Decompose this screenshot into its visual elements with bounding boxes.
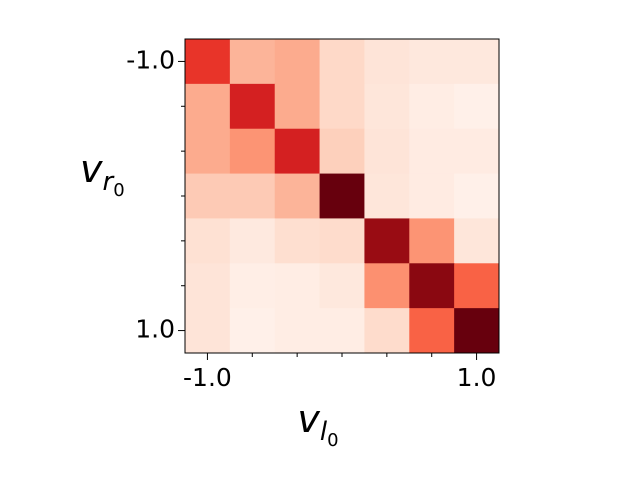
- heatmap-cell: [229, 308, 276, 354]
- heatmap-cell: [319, 128, 365, 175]
- heatmap-cell: [454, 128, 500, 175]
- heatmap-cell: [274, 173, 321, 219]
- heatmap-cell: [364, 173, 410, 219]
- heatmap-cell: [409, 263, 455, 309]
- heatmap-cell: [185, 83, 231, 130]
- heatmap-cell: [274, 83, 321, 130]
- heatmap-cell: [454, 39, 500, 85]
- heatmap-cell: [319, 218, 365, 264]
- heatmap-cell: [319, 308, 365, 354]
- heatmap-cell: [409, 128, 455, 175]
- heatmap-cell: [229, 263, 276, 309]
- heatmap-cell: [185, 218, 231, 264]
- heatmap-cell: [319, 173, 365, 219]
- heatmap-cell: [185, 128, 231, 175]
- heatmap-cell: [274, 39, 321, 85]
- heatmap-cell: [229, 218, 276, 264]
- heatmap-cell: [319, 39, 365, 85]
- heatmap-cell: [364, 308, 410, 354]
- heatmap-cell: [454, 263, 500, 309]
- heatmap-cell: [409, 39, 455, 85]
- heatmap-cell: [409, 308, 455, 354]
- heatmap-cell: [274, 128, 321, 175]
- heatmap-cell: [409, 218, 455, 264]
- heatmap-cell: [185, 263, 231, 309]
- heatmap-cell: [364, 39, 410, 85]
- heatmap-cell: [409, 173, 455, 219]
- heatmap-cell: [229, 83, 276, 130]
- heatmap-cell: [229, 39, 276, 85]
- heatmap-cell: [274, 308, 321, 354]
- heatmap-cell: [229, 128, 276, 175]
- heatmap-cell: [454, 218, 500, 264]
- heatmap-cell: [185, 173, 231, 219]
- x-axis-label: vl0: [297, 397, 338, 451]
- y-tick-label: -1.0: [126, 45, 175, 74]
- heatmap-cell: [185, 308, 231, 354]
- x-tick-label: 1.0: [457, 363, 497, 392]
- y-axis-label: vr0: [80, 147, 125, 201]
- heatmap-cell: [409, 83, 455, 130]
- heatmap-cell: [364, 83, 410, 130]
- y-tick-label: 1.0: [135, 315, 175, 344]
- heatmap-cell: [364, 218, 410, 264]
- heatmap-cell: [229, 173, 276, 219]
- heatmap-cell: [364, 263, 410, 309]
- heatmap-cell: [319, 263, 365, 309]
- heatmap-cell: [454, 173, 500, 219]
- heatmap-cell: [454, 308, 500, 354]
- heatmap-cell: [319, 83, 365, 130]
- heatmap-cell: [454, 83, 500, 130]
- heatmap-cell: [185, 39, 231, 85]
- heatmap-cell: [274, 263, 321, 309]
- heatmap-cell: [274, 218, 321, 264]
- heatmap-cell: [364, 128, 410, 175]
- x-tick-label: -1.0: [183, 363, 232, 392]
